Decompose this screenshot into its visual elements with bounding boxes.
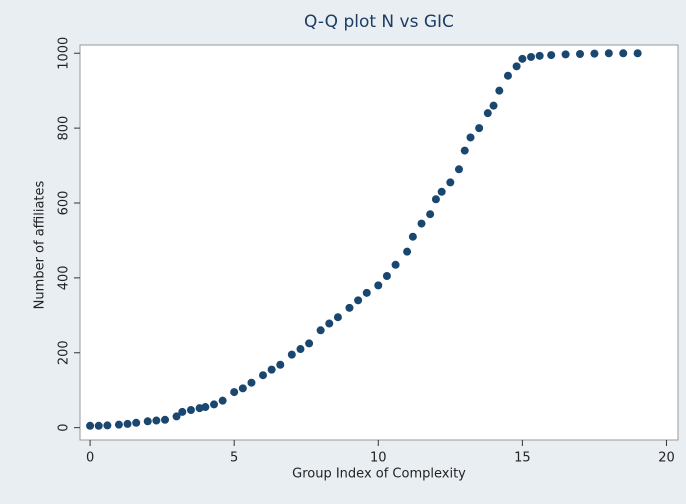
- point: [512, 62, 521, 71]
- point: [305, 339, 314, 348]
- point: [86, 421, 95, 430]
- point: [296, 345, 305, 354]
- point: [417, 219, 426, 228]
- point: [391, 260, 400, 269]
- point: [561, 50, 570, 59]
- y-tick-label: 200: [57, 340, 72, 365]
- point: [475, 124, 484, 133]
- point: [527, 52, 536, 61]
- point: [483, 109, 492, 118]
- point: [489, 101, 498, 110]
- point: [218, 396, 227, 405]
- point: [382, 272, 391, 281]
- point: [123, 419, 132, 428]
- point: [633, 49, 642, 58]
- point: [604, 49, 613, 58]
- point: [267, 365, 276, 374]
- x-tick-label: 20: [658, 451, 675, 466]
- x-tick-label: 10: [370, 451, 387, 466]
- point: [426, 210, 435, 219]
- point: [619, 49, 628, 58]
- point: [518, 54, 527, 63]
- point: [333, 313, 342, 322]
- point: [114, 420, 123, 429]
- y-tick-label: 1000: [57, 37, 72, 70]
- x-tick-label: 15: [514, 451, 531, 466]
- point: [503, 71, 512, 80]
- point: [152, 416, 161, 425]
- point: [259, 371, 268, 380]
- y-tick-label: 400: [57, 265, 72, 290]
- point: [238, 384, 247, 393]
- point: [535, 51, 544, 60]
- point: [186, 406, 195, 415]
- point: [161, 415, 170, 424]
- point: [466, 133, 475, 142]
- x-tick-label: 0: [86, 451, 94, 466]
- point: [247, 378, 256, 387]
- y-axis-label: Number of affiliates: [33, 180, 48, 309]
- point: [103, 421, 112, 430]
- point: [354, 296, 363, 305]
- plot-area: [79, 44, 679, 441]
- y-tick-label: 800: [57, 116, 72, 141]
- point: [460, 146, 469, 155]
- point: [576, 49, 585, 58]
- point: [132, 418, 141, 427]
- point: [547, 51, 556, 60]
- y-tick-label: 0: [57, 424, 72, 432]
- x-axis-label: Group Index of Complexity: [292, 467, 466, 482]
- point: [403, 247, 412, 256]
- point: [210, 400, 219, 409]
- point: [408, 232, 417, 241]
- y-tick-label: 600: [57, 191, 72, 216]
- point: [230, 388, 239, 397]
- point: [287, 350, 296, 359]
- point: [178, 407, 187, 416]
- point: [201, 403, 210, 412]
- point: [276, 360, 285, 369]
- point: [495, 86, 504, 95]
- point: [454, 165, 463, 174]
- point: [437, 187, 446, 196]
- point: [590, 49, 599, 58]
- point: [446, 178, 455, 187]
- point: [94, 421, 103, 430]
- point: [362, 288, 371, 297]
- point: [316, 326, 325, 335]
- point: [374, 281, 383, 290]
- point: [345, 303, 354, 312]
- point: [325, 319, 334, 328]
- point: [172, 412, 181, 421]
- point: [143, 417, 152, 426]
- chart-title: Q-Q plot N vs GIC: [304, 12, 454, 32]
- x-tick-label: 5: [230, 451, 238, 466]
- point: [431, 195, 440, 204]
